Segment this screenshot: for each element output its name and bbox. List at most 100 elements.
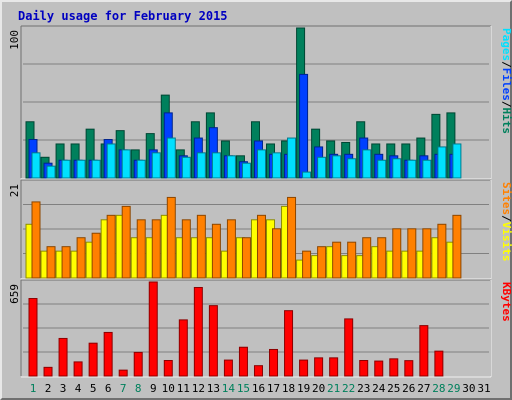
bar-kbytes-day-21 <box>329 357 339 377</box>
bar-sites-day-29 <box>452 214 462 279</box>
bar-pages-day-4 <box>76 159 86 179</box>
legend-entry: KBytes <box>500 282 512 322</box>
x-tick-label: 15 <box>237 382 250 395</box>
bar-sites-day-20 <box>317 246 327 279</box>
bar-sites-day-15 <box>241 237 251 279</box>
bar-pages-day-26 <box>407 159 417 179</box>
bar-sites-day-10 <box>166 196 176 279</box>
bar-pages-day-20 <box>317 156 327 179</box>
bar-sites-day-28 <box>437 223 447 279</box>
x-tick-label: 26 <box>402 382 415 395</box>
bar-files-day-19 <box>299 73 309 179</box>
bar-kbytes-day-22 <box>344 318 354 377</box>
legend-entry: Files <box>500 68 512 101</box>
x-tick-label: 16 <box>252 382 265 395</box>
bar-sites-day-17 <box>272 228 282 279</box>
bar-sites-day-23 <box>362 237 372 279</box>
bar-pages-day-17 <box>272 152 282 179</box>
bar-pages-day-24 <box>377 159 387 179</box>
bar-pages-day-1 <box>31 152 41 179</box>
bar-kbytes-day-28 <box>434 350 444 377</box>
bar-pages-day-21 <box>332 155 342 179</box>
legend-entry: Pages <box>500 28 512 61</box>
bar-kbytes-day-18 <box>284 310 294 377</box>
bar-pages-day-27 <box>422 159 432 179</box>
bar-kbytes-day-9 <box>148 281 158 377</box>
bar-kbytes-day-27 <box>419 325 429 377</box>
bar-pages-day-28 <box>437 146 447 179</box>
legend-entry: / <box>500 61 512 68</box>
bar-kbytes-day-4 <box>73 361 83 377</box>
x-tick-label: 4 <box>75 382 82 395</box>
y-max-label: 21 <box>8 184 21 197</box>
bar-kbytes-day-1 <box>28 298 38 377</box>
bar-sites-day-14 <box>226 219 236 279</box>
bar-pages-day-3 <box>61 159 71 179</box>
bar-kbytes-day-7 <box>118 369 128 377</box>
bar-sites-day-7 <box>121 205 131 279</box>
bar-sites-day-2 <box>46 246 56 279</box>
x-tick-label: 24 <box>372 382 386 395</box>
x-tick-label: 30 <box>462 382 475 395</box>
bar-kbytes-day-12 <box>193 286 203 377</box>
x-tick-label: 10 <box>162 382 175 395</box>
bar-sites-day-21 <box>332 241 342 279</box>
x-tick-label: 2 <box>45 382 52 395</box>
bar-sites-day-11 <box>181 219 191 279</box>
bar-kbytes-day-2 <box>43 366 53 377</box>
bar-kbytes-day-19 <box>299 359 309 377</box>
x-tick-label: 25 <box>387 382 400 395</box>
x-tick-label: 23 <box>357 382 370 395</box>
x-tick-label: 19 <box>297 382 310 395</box>
x-tick-label: 31 <box>477 382 490 395</box>
bar-kbytes-day-14 <box>223 359 233 377</box>
bar-kbytes-day-5 <box>88 342 98 377</box>
bar-pages-day-22 <box>347 158 357 179</box>
bar-kbytes-day-13 <box>208 305 218 377</box>
bar-pages-day-5 <box>91 159 101 179</box>
bar-sites-day-5 <box>91 232 101 279</box>
bar-pages-day-25 <box>392 158 402 179</box>
bar-sites-day-13 <box>211 223 221 279</box>
bar-sites-day-8 <box>136 219 146 279</box>
x-tick-label: 17 <box>267 382 280 395</box>
x-tick-label: 20 <box>312 382 325 395</box>
bar-kbytes-day-25 <box>389 358 399 377</box>
bar-sites-day-12 <box>196 214 206 279</box>
bar-kbytes-day-10 <box>163 360 173 377</box>
legend-entry: Sites <box>500 182 512 215</box>
bar-pages-day-6 <box>106 143 116 179</box>
x-tick-label: 21 <box>327 382 340 395</box>
legend-entry: Visits <box>500 222 512 262</box>
bar-pages-day-8 <box>136 159 146 179</box>
legend: Sites/Visits <box>500 182 512 262</box>
bar-pages-day-16 <box>256 149 266 179</box>
y-max-label: 659 <box>8 284 21 304</box>
bar-kbytes-day-26 <box>404 360 414 377</box>
bar-sites-day-24 <box>377 237 387 279</box>
bar-sites-day-18 <box>287 196 297 279</box>
legend-entry: Hits <box>500 108 512 135</box>
bar-pages-day-11 <box>181 156 191 179</box>
bar-kbytes-day-15 <box>238 346 248 377</box>
bar-kbytes-day-17 <box>269 348 279 377</box>
y-max-label: 100 <box>8 30 21 50</box>
x-tick-label: 12 <box>192 382 205 395</box>
bar-pages-day-19 <box>302 171 312 179</box>
bar-sites-day-4 <box>76 237 86 279</box>
legend: KBytes <box>500 282 512 322</box>
x-tick-label: 13 <box>207 382 220 395</box>
bar-pages-day-7 <box>121 149 131 179</box>
bar-sites-day-19 <box>302 250 312 279</box>
x-tick-label: 29 <box>447 382 460 395</box>
bar-pages-day-2 <box>46 165 56 179</box>
x-tick-label: 5 <box>90 382 97 395</box>
x-tick-label: 9 <box>150 382 157 395</box>
bar-kbytes-day-6 <box>103 331 113 377</box>
bar-sites-day-25 <box>392 228 402 279</box>
bar-kbytes-day-3 <box>58 337 68 377</box>
x-tick-label: 28 <box>432 382 445 395</box>
bar-sites-day-9 <box>151 219 161 279</box>
bar-kbytes-day-11 <box>178 319 188 377</box>
